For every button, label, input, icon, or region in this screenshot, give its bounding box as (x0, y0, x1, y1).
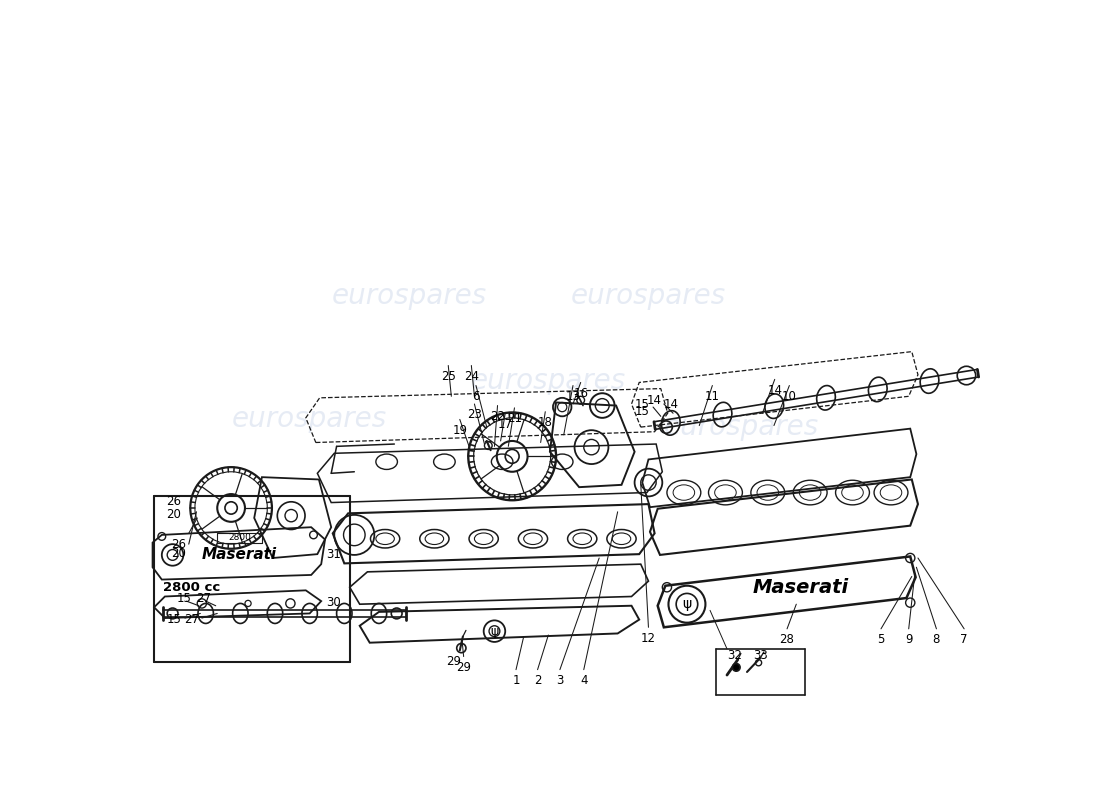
Text: 13: 13 (565, 390, 581, 403)
Text: 2800: 2800 (228, 534, 251, 542)
Text: eurospares: eurospares (332, 282, 487, 310)
Text: 8: 8 (933, 633, 940, 646)
Text: ψ: ψ (491, 625, 498, 638)
Text: 25: 25 (441, 370, 455, 382)
Text: 21: 21 (507, 412, 522, 425)
Text: 15: 15 (635, 405, 650, 418)
Text: 2800 cc: 2800 cc (163, 581, 221, 594)
Text: 27: 27 (196, 591, 211, 605)
Text: 15: 15 (177, 591, 191, 605)
Text: 26: 26 (166, 495, 182, 508)
Text: 14: 14 (664, 398, 679, 410)
Text: 11: 11 (705, 390, 719, 403)
Text: 29: 29 (456, 661, 471, 674)
Text: 15: 15 (167, 613, 182, 626)
Text: 15: 15 (635, 398, 650, 410)
Text: 22: 22 (490, 410, 505, 423)
Text: ψ: ψ (682, 597, 692, 611)
Text: Maserati: Maserati (201, 547, 276, 562)
Text: 27: 27 (185, 613, 199, 626)
Text: 16: 16 (573, 386, 588, 400)
Circle shape (733, 663, 740, 671)
Text: 24: 24 (464, 370, 478, 382)
Text: eurospares: eurospares (571, 282, 726, 310)
Text: 2: 2 (534, 674, 541, 687)
Text: 29: 29 (447, 654, 461, 668)
Text: eurospares: eurospares (663, 413, 818, 441)
Text: 3: 3 (557, 674, 563, 687)
Text: 4: 4 (580, 674, 587, 687)
Text: 30: 30 (327, 596, 341, 609)
Text: 33: 33 (754, 649, 768, 662)
Text: 20: 20 (166, 508, 182, 521)
Text: eurospares: eurospares (232, 406, 387, 434)
Text: 28: 28 (780, 633, 794, 646)
Text: 14: 14 (647, 394, 661, 407)
Text: 19: 19 (452, 424, 468, 437)
Text: 6: 6 (472, 390, 480, 403)
Text: 1: 1 (513, 674, 520, 687)
Text: 26: 26 (172, 538, 186, 550)
Text: 18: 18 (538, 416, 552, 429)
Text: 17: 17 (497, 418, 513, 430)
Text: 10: 10 (782, 390, 796, 403)
Text: 31: 31 (327, 549, 341, 562)
Text: eurospares: eurospares (471, 367, 626, 395)
Text: 23: 23 (468, 408, 482, 422)
Text: 32: 32 (727, 649, 742, 662)
Text: 12: 12 (641, 631, 656, 645)
Text: 5: 5 (878, 633, 884, 646)
Text: 14: 14 (767, 384, 782, 397)
Text: 20: 20 (172, 547, 186, 560)
Text: 7: 7 (960, 633, 968, 646)
Text: Maserati: Maserati (752, 578, 849, 597)
Text: 9: 9 (905, 633, 913, 646)
